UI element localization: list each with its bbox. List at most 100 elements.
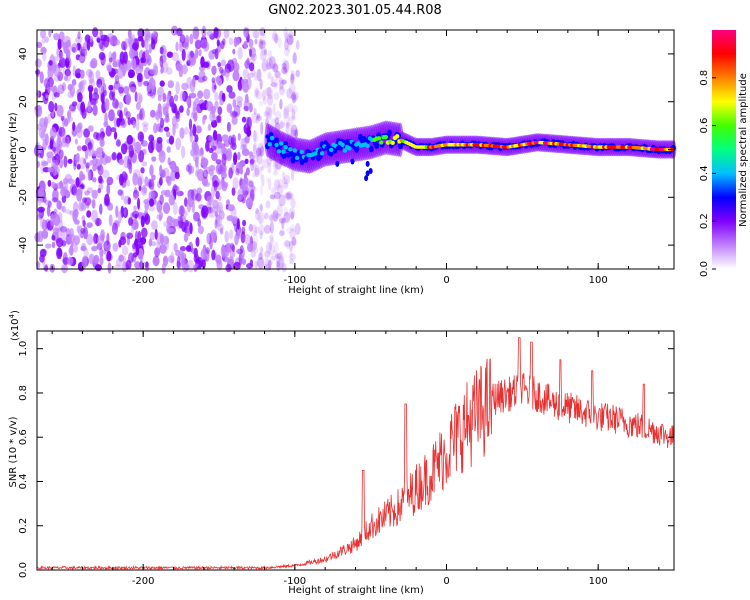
heatmap-cell (200, 39, 208, 49)
heatmap-cell (198, 49, 202, 57)
heatmap-cell (279, 121, 286, 129)
heatmap-cell (266, 62, 271, 70)
heatmap-cell (168, 135, 175, 145)
heatmap-cell (123, 208, 127, 216)
heatmap-cell (134, 230, 139, 243)
heatmap-cell (259, 40, 266, 49)
heatmap-cell (188, 118, 193, 131)
heatmap-cell (265, 134, 270, 139)
colorbar-gradient (712, 30, 736, 269)
heatmap-cell (91, 199, 96, 209)
heatmap-cell (186, 107, 190, 117)
heatmap-cell (92, 104, 98, 116)
heatmap-cell (153, 139, 158, 150)
heatmap-cell (148, 179, 155, 190)
heatmap-cell (140, 57, 145, 64)
heatmap-cell (101, 151, 105, 159)
heatmap-cell (75, 72, 81, 79)
snr-xlabel: Height of straight line (km) (288, 585, 424, 596)
heatmap-cell (231, 142, 237, 151)
heatmap-cell (78, 55, 86, 62)
heatmap-cell (61, 240, 67, 247)
heatmap-cell (102, 89, 108, 97)
snr-xtick-label: -100 (283, 576, 306, 587)
heatmap-cell (177, 215, 183, 221)
heatmap-cell (387, 129, 392, 137)
heatmap-cell (56, 48, 60, 57)
heatmap-cell (281, 171, 286, 180)
colorbar-label: Normalized spectral amplitude (738, 73, 749, 227)
heatmap-cell (45, 83, 51, 96)
heatmap-cell (120, 143, 128, 155)
heatmap-cell (156, 241, 161, 252)
heatmap-cell (171, 115, 177, 127)
snr-frame (36, 330, 675, 571)
heatmap-cell (383, 134, 388, 140)
heatmap-ylabel: Frequency (Hz) (8, 112, 19, 188)
heatmap-cell (56, 200, 62, 210)
heatmap-cell (76, 125, 83, 139)
heatmap-cell (44, 36, 49, 43)
heatmap-cell (96, 147, 104, 155)
heatmap-cell (264, 48, 267, 56)
heatmap-cell (150, 137, 155, 150)
heatmap-cell (258, 100, 264, 107)
heatmap-cell (212, 130, 218, 141)
heatmap-cell (289, 258, 294, 265)
heatmap-cell (175, 137, 182, 151)
heatmap-cell (243, 40, 248, 49)
heatmap-cell (143, 199, 149, 205)
heatmap-cell (173, 94, 179, 102)
snr-multiplier-close: ) (10, 310, 21, 314)
heatmap-cell (178, 205, 185, 217)
heatmap-cell (266, 86, 274, 100)
heatmap-cell (218, 210, 225, 220)
heatmap-cell (272, 103, 276, 116)
heatmap-cell (148, 206, 155, 212)
heatmap-cell (80, 46, 85, 58)
heatmap-cell (395, 134, 400, 139)
heatmap-cell (135, 102, 141, 111)
heatmap-xtick-label: -100 (283, 275, 306, 286)
heatmap-cell (254, 167, 260, 178)
heatmap-cell (173, 108, 181, 115)
heatmap-cell (80, 48, 88, 57)
heatmap-cell (72, 183, 78, 196)
heatmap-cells (34, 25, 677, 275)
heatmap-cell (113, 80, 121, 90)
heatmap-cell (270, 77, 274, 84)
heatmap-cell (58, 219, 64, 232)
heatmap-cell (122, 207, 129, 219)
heatmap-cell (226, 85, 233, 93)
heatmap-cell (138, 94, 143, 104)
heatmap-cell (200, 56, 205, 68)
heatmap-cell (237, 151, 241, 161)
heatmap-cell (111, 222, 118, 235)
heatmap-cell (34, 58, 42, 68)
heatmap-cell (242, 81, 249, 93)
heatmap-cell (139, 260, 144, 270)
heatmap-cell (85, 162, 90, 169)
heatmap-cell (56, 104, 64, 117)
heatmap-cell (260, 184, 263, 197)
heatmap-cell (40, 217, 45, 229)
heatmap-cell (258, 216, 262, 225)
heatmap-cell (195, 193, 202, 202)
heatmap-cell (228, 37, 234, 45)
heatmap-cell (53, 33, 60, 41)
heatmap-cell (86, 39, 91, 51)
heatmap-cell (173, 242, 178, 253)
heatmap-ytick-label: -20 (18, 189, 29, 205)
heatmap-cell (242, 68, 249, 79)
heatmap-cell (279, 141, 284, 146)
heatmap-cell (41, 219, 48, 231)
heatmap-cell (95, 70, 101, 80)
heatmap-cell (192, 100, 197, 113)
heatmap-cell (271, 187, 277, 195)
heatmap-cell (264, 212, 269, 220)
heatmap-cell (190, 50, 194, 58)
heatmap-cell (39, 248, 47, 258)
heatmap-cell (149, 75, 154, 83)
heatmap-cell (97, 188, 102, 194)
heatmap-cell (53, 208, 58, 216)
